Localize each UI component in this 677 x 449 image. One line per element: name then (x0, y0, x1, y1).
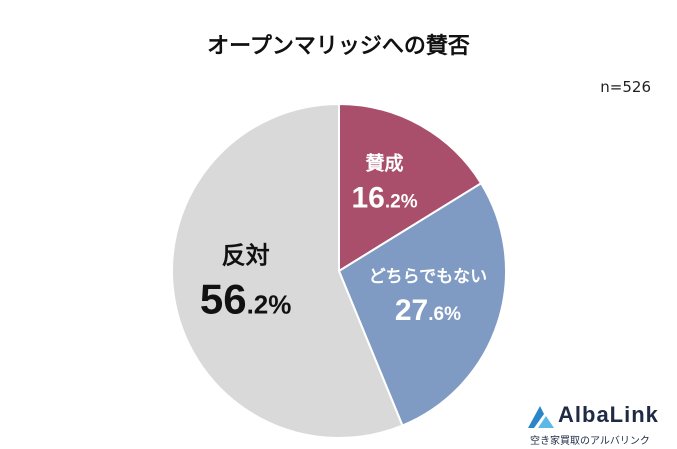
pie-slices (171, 102, 507, 439)
slice-value-2: 27.6% (395, 294, 461, 327)
slice-label-3: 反対 (222, 241, 270, 269)
pie-slice-3 (171, 102, 404, 439)
albalink-logo: AlbaLink 空き家買取のアルバリンク (522, 402, 672, 447)
logo-tagline: 空き家買取のアルバリンク (530, 436, 650, 447)
slice-value-1: 16.2% (352, 181, 418, 214)
pie-slice-2 (337, 181, 507, 427)
slice-value-3: 56.2% (200, 275, 292, 322)
slice-label-2: どちらでもない (369, 267, 488, 287)
slice-label-1: 賛成 (366, 151, 404, 174)
pie-labels: 賛成 16.2% どちらでもない 27.6% 反対 56.2% (200, 151, 487, 327)
pie-slice-1 (338, 102, 483, 273)
chart-title: オープンマリッジへの賛否 (207, 34, 470, 59)
albalink-logo-icon (528, 406, 554, 428)
logo-name: AlbaLink (558, 402, 659, 427)
sample-size-label: n=526 (600, 78, 651, 96)
